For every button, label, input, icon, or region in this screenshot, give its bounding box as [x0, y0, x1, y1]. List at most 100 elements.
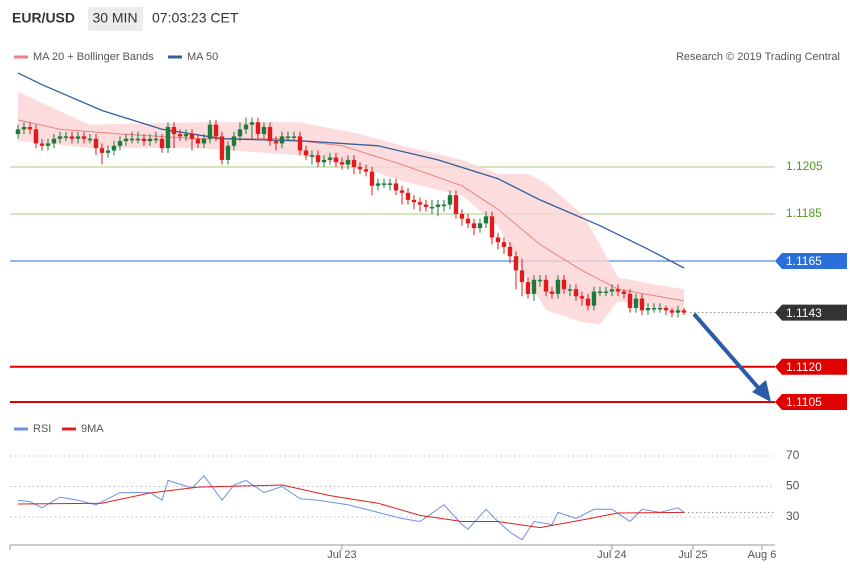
- candle-body: [645, 307, 651, 311]
- candle-body: [255, 122, 261, 135]
- x-tick-label: Aug 6: [748, 549, 777, 561]
- candle-body: [261, 126, 267, 135]
- timeframe: 30 MIN: [92, 10, 137, 26]
- candle-body: [177, 134, 183, 137]
- candle-body: [417, 202, 423, 205]
- candle-body: [267, 126, 273, 142]
- candle-body: [369, 171, 375, 186]
- candle-body: [57, 136, 63, 139]
- candle-body: [387, 183, 393, 185]
- symbol: EUR/USD: [12, 10, 75, 26]
- candle-body: [597, 291, 603, 294]
- candle-body: [69, 136, 75, 139]
- candle-body: [321, 159, 327, 163]
- candle-body: [99, 148, 105, 153]
- candle-body: [351, 159, 357, 167]
- candle-body: [201, 138, 207, 144]
- candle-body: [333, 157, 339, 163]
- candle-body: [663, 307, 669, 311]
- candle-body: [393, 183, 399, 191]
- candle-body: [207, 124, 213, 139]
- legend-label: MA 50: [187, 51, 218, 63]
- candle-body: [243, 124, 249, 130]
- candle-body: [519, 270, 525, 283]
- price-label: 1.1143: [786, 306, 822, 320]
- candle-body: [513, 256, 519, 271]
- candle-body: [195, 138, 201, 144]
- candle-body: [363, 169, 369, 172]
- candle-body: [183, 134, 189, 137]
- candle-body: [573, 289, 579, 297]
- candle-body: [567, 289, 573, 291]
- candle-body: [303, 150, 309, 156]
- price-label-box: [775, 394, 847, 411]
- price-label-box: [775, 252, 847, 269]
- candle-body: [153, 138, 159, 141]
- candle-body: [489, 216, 495, 238]
- candle-body: [675, 310, 681, 313]
- bollinger-band: [18, 91, 684, 325]
- candle-body: [39, 143, 45, 146]
- candle-body: [105, 150, 111, 153]
- candle-body: [345, 159, 351, 165]
- candle-body: [537, 279, 543, 282]
- candle-body: [555, 279, 561, 294]
- candle-body: [465, 218, 471, 224]
- projection-arrow: [692, 312, 771, 402]
- price-label-box: [775, 304, 847, 321]
- candle-body: [45, 143, 51, 146]
- candle-body: [273, 141, 279, 144]
- candle-body: [603, 291, 609, 294]
- candle-body: [213, 124, 219, 137]
- candle-body: [501, 242, 507, 247]
- x-tick-label: Jul 23: [327, 549, 356, 561]
- candle-body: [633, 298, 639, 308]
- candle-body: [171, 126, 177, 135]
- candle-body: [405, 192, 411, 200]
- candle-body: [165, 126, 171, 149]
- candle-body: [657, 307, 663, 310]
- source: Research © 2019 Trading Central: [676, 51, 840, 63]
- candle-body: [189, 134, 195, 139]
- candle-body: [531, 279, 537, 294]
- arrow-shaft: [692, 312, 764, 394]
- candle-body: [411, 199, 417, 203]
- candle-body: [231, 136, 237, 146]
- price-label: 1.1120: [786, 360, 822, 374]
- candle-body: [219, 136, 225, 160]
- candle-body: [129, 138, 135, 141]
- price-label: 1.1185: [786, 206, 822, 220]
- candle-body: [141, 138, 147, 142]
- price-label: 1.1205: [786, 159, 823, 173]
- candle-body: [423, 204, 429, 207]
- legend-label: 9MA: [81, 423, 104, 435]
- candle-body: [237, 129, 243, 137]
- candle-body: [615, 289, 621, 292]
- candle-body: [495, 237, 501, 243]
- candle-body: [135, 138, 141, 141]
- candle-body: [585, 298, 591, 306]
- candle-body: [627, 293, 633, 308]
- timeframe-box: [88, 7, 143, 31]
- candle-body: [447, 195, 453, 205]
- moving-average: [17, 72, 685, 269]
- candle-body: [669, 310, 675, 313]
- candle-body: [453, 195, 459, 214]
- candle-body: [483, 216, 489, 224]
- candle-body: [477, 223, 483, 229]
- rsi-panel: RSI 9MA 30 50 70 Jul 23 Jul 24 Jul 25 Aug 6: [9, 423, 800, 561]
- candle-body: [591, 291, 597, 306]
- candle-body: [579, 296, 585, 299]
- candle-body: [543, 279, 549, 292]
- indicator-line: [17, 484, 685, 529]
- candle-body: [75, 136, 81, 139]
- candle-body: [15, 129, 21, 135]
- candle-body: [123, 138, 129, 142]
- candle-body: [375, 183, 381, 186]
- candle-body: [63, 136, 69, 138]
- candle-body: [525, 282, 531, 294]
- candle-body: [609, 289, 615, 292]
- time: 07:03:23 CET: [152, 10, 239, 26]
- candle-body: [279, 136, 285, 144]
- price-panel: MA 20 + Bollinger Bands MA 50 1.1205 1.1185…: [10, 51, 847, 411]
